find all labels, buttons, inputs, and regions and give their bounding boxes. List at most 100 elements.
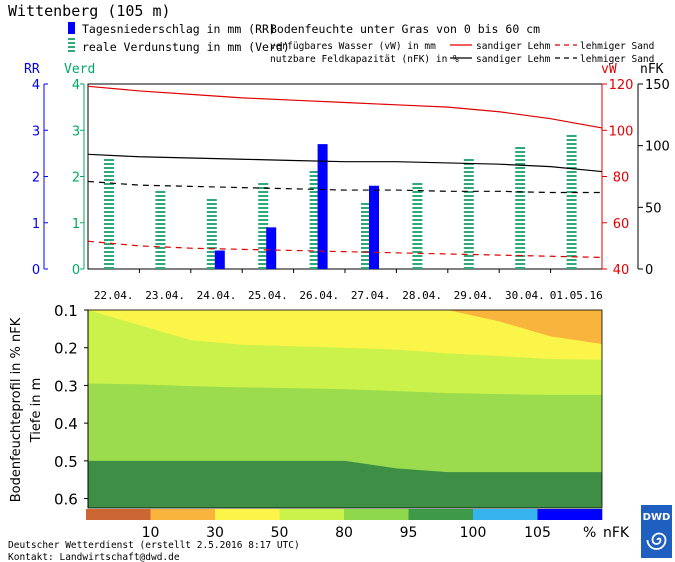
verd-bar-stripe bbox=[412, 251, 423, 253]
verd-bar-stripe bbox=[412, 235, 423, 237]
verd-bar-stripe bbox=[566, 243, 577, 245]
verd-bar-stripe bbox=[515, 151, 526, 153]
depth-tick-label: 0.3 bbox=[54, 377, 78, 395]
footer-contact: Kontakt: Landwirtschaft@dwd.de bbox=[8, 552, 180, 562]
verd-bar-stripe bbox=[309, 259, 320, 261]
depth-tick-label: 0.1 bbox=[54, 302, 78, 320]
verd-bar-stripe bbox=[515, 223, 526, 225]
verd-bar-stripe bbox=[412, 187, 423, 189]
verd-bar-stripe bbox=[309, 243, 320, 245]
verd-bar-stripe bbox=[104, 267, 114, 269]
verd-bar-stripe bbox=[309, 211, 320, 213]
verd-bar-stripe bbox=[206, 263, 217, 265]
verd-bar-stripe bbox=[566, 191, 577, 193]
verd-bar-stripe bbox=[104, 251, 114, 253]
verd-bar-stripe bbox=[309, 179, 320, 181]
verd-bar-stripe bbox=[361, 243, 371, 245]
verd-bar-stripe bbox=[515, 155, 526, 157]
verd-bar-stripe bbox=[155, 231, 166, 233]
soil-profile-ylabel: Bodenfeuchteprofil in % nFK bbox=[9, 317, 24, 502]
verd-swatch-stripe bbox=[68, 38, 75, 40]
verd-bar-stripe bbox=[463, 267, 474, 269]
verd-bar-stripe bbox=[104, 183, 114, 185]
vw-tick-label: 40 bbox=[613, 263, 630, 278]
vw-tick-label: 120 bbox=[609, 78, 634, 93]
verd-bar-stripe bbox=[309, 227, 320, 229]
verd-bar-stripe bbox=[515, 259, 526, 261]
verd-bar-stripe bbox=[258, 255, 269, 257]
verd-bar-stripe bbox=[155, 211, 166, 213]
verd-bar-stripe bbox=[155, 199, 166, 201]
verd-bar-stripe bbox=[515, 163, 526, 165]
verd-bar-stripe bbox=[515, 235, 526, 237]
soil-legend-title: Bodenfeuchte unter Gras von 0 bis 60 cm bbox=[270, 22, 540, 36]
verd-bar-stripe bbox=[566, 143, 577, 145]
verd-bar-stripe bbox=[155, 255, 166, 257]
verd-bar-stripe bbox=[463, 171, 474, 173]
vw-loamy-sand-label: lehmiger Sand bbox=[580, 41, 654, 52]
nfk-tick-label: 100 bbox=[645, 140, 670, 155]
verd-bar bbox=[104, 159, 114, 269]
verd-bar-stripe bbox=[258, 231, 269, 233]
verd-bar-stripe bbox=[566, 179, 577, 181]
nfk-legend-label: nutzbare Feldkapazität (nFK) in % bbox=[270, 54, 459, 65]
verd-bar-stripe bbox=[412, 219, 423, 221]
rr-bar bbox=[266, 227, 277, 269]
verd-bar-stripe bbox=[206, 203, 217, 205]
verd-bar-stripe bbox=[515, 247, 526, 249]
verd-bar-stripe bbox=[566, 147, 577, 149]
rr-tick-label: 2 bbox=[32, 171, 40, 186]
verd-bar-stripe bbox=[566, 203, 577, 205]
verd-bar-stripe bbox=[104, 195, 114, 197]
verd-bar-stripe bbox=[309, 199, 320, 201]
date-tick-label: 29.04. bbox=[454, 289, 494, 302]
verd-bar-stripe bbox=[155, 195, 166, 197]
verd-bar-stripe bbox=[258, 243, 269, 245]
verd-bar bbox=[258, 183, 269, 269]
verd-bar-stripe bbox=[412, 231, 423, 233]
colorbar-label: 30 bbox=[206, 525, 224, 541]
verd-bar-stripe bbox=[361, 211, 371, 213]
verd-bar-stripe bbox=[463, 251, 474, 253]
verd-bar-stripe bbox=[104, 235, 114, 237]
verd-bar-stripe bbox=[463, 195, 474, 197]
verd-bar-stripe bbox=[155, 203, 166, 205]
rr-bar bbox=[317, 144, 328, 269]
verd-bar-stripe bbox=[361, 227, 371, 229]
verd-bar-stripe bbox=[206, 227, 217, 229]
verd-bar-stripe bbox=[515, 251, 526, 253]
dwd-swirl-icon bbox=[646, 532, 667, 550]
verd-bar-stripe bbox=[515, 171, 526, 173]
verd-bar-stripe bbox=[566, 223, 577, 225]
verd-bar-stripe bbox=[104, 199, 114, 201]
verd-bar-stripe bbox=[258, 199, 269, 201]
verd-axis-title: Verd bbox=[64, 62, 95, 77]
verd-bar-stripe bbox=[309, 223, 320, 225]
verd-bar-stripe bbox=[206, 267, 217, 269]
verd-bar-stripe bbox=[104, 243, 114, 245]
verd-bar bbox=[515, 147, 526, 269]
verd-bar-stripe bbox=[463, 231, 474, 233]
colorbar: 10 30 50 80 95 100 105 bbox=[86, 509, 603, 541]
verd-bar-stripe bbox=[258, 207, 269, 209]
vw-sandy-loam-label: sandiger Lehm bbox=[476, 41, 551, 52]
verd-bar-stripe bbox=[258, 251, 269, 253]
verd-bar-stripe bbox=[566, 239, 577, 241]
colorbar-label: 105 bbox=[524, 525, 551, 541]
soil-layer-95-100 bbox=[88, 460, 602, 508]
verd-bar-stripe bbox=[155, 259, 166, 261]
verd-bar-stripe bbox=[361, 203, 371, 205]
verd-bar-stripe bbox=[361, 235, 371, 237]
rr-bar bbox=[369, 185, 379, 269]
verd-bar-stripe bbox=[258, 183, 269, 185]
verd-bar-stripe bbox=[463, 259, 474, 261]
rr-tick-label: 0 bbox=[32, 263, 40, 278]
verd-bar-stripe bbox=[104, 223, 114, 225]
verd-bar-stripe bbox=[463, 227, 474, 229]
verd-bar-stripe bbox=[309, 263, 320, 265]
verd-bar-stripe bbox=[566, 151, 577, 153]
verd-bar-stripe bbox=[412, 259, 423, 261]
verd-bar-stripe bbox=[412, 203, 423, 205]
verd-bar-stripe bbox=[258, 247, 269, 249]
verd-bar-stripe bbox=[309, 231, 320, 233]
